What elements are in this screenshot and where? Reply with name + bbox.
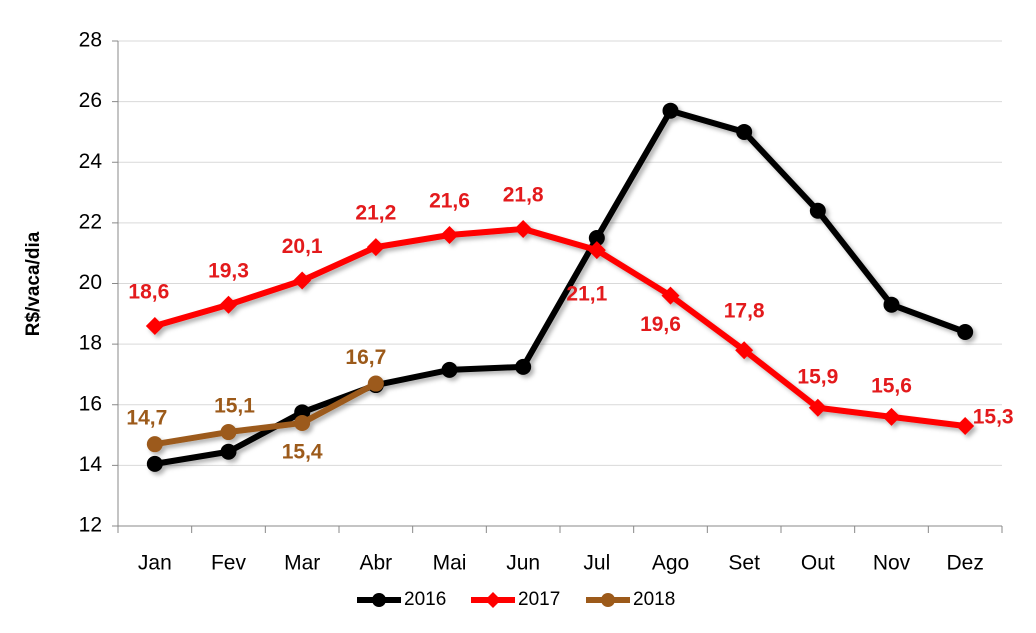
marker xyxy=(441,361,458,378)
data-label: 15,4 xyxy=(282,440,323,463)
marker xyxy=(735,341,754,360)
marker xyxy=(440,226,459,244)
legend-marker xyxy=(485,592,501,608)
x-tick-label: Jun xyxy=(506,552,540,575)
data-label: 18,6 xyxy=(128,280,169,303)
data-label: 20,1 xyxy=(282,235,323,258)
x-tick-label: Dez xyxy=(946,552,983,575)
marker xyxy=(145,316,164,335)
legend-marker xyxy=(372,593,386,607)
y-tick-label: 16 xyxy=(79,392,102,415)
data-label: 21,1 xyxy=(566,283,607,306)
marker xyxy=(882,407,901,426)
data-label: 15,1 xyxy=(214,395,255,418)
marker xyxy=(588,230,605,247)
marker xyxy=(736,123,753,140)
data-label: 16,7 xyxy=(345,346,386,369)
data-label: 15,9 xyxy=(797,365,838,388)
data-label: 19,3 xyxy=(208,259,249,282)
y-tick-label: 12 xyxy=(79,514,102,537)
data-label: 14,7 xyxy=(126,407,167,430)
data-label: 21,6 xyxy=(429,190,470,213)
legend-label: 2016 xyxy=(404,589,446,610)
marker xyxy=(809,202,826,219)
series-line xyxy=(154,107,967,467)
x-tick-label: Set xyxy=(728,552,760,575)
y-tick-label: 24 xyxy=(79,150,103,173)
y-tick-label: 14 xyxy=(79,453,103,476)
marker xyxy=(883,296,900,313)
marker xyxy=(808,398,827,417)
marker xyxy=(957,324,974,340)
x-tick-label: Jul xyxy=(583,552,610,575)
series-line xyxy=(154,380,378,448)
x-tick-label: Fev xyxy=(211,552,247,575)
x-tick-label: Nov xyxy=(873,552,911,575)
marker xyxy=(293,271,312,290)
marker xyxy=(661,286,680,305)
marker xyxy=(956,416,975,435)
data-label: 19,6 xyxy=(640,313,681,336)
marker xyxy=(146,436,163,453)
marker xyxy=(294,414,311,431)
y-tick-label: 22 xyxy=(79,210,102,233)
x-tick-label: Out xyxy=(801,552,835,575)
marker xyxy=(662,102,679,119)
data-label: 21,8 xyxy=(503,183,544,206)
marker xyxy=(514,219,533,238)
marker xyxy=(220,424,237,441)
marker xyxy=(146,455,163,472)
marker xyxy=(515,358,532,375)
data-label: 15,6 xyxy=(871,374,912,397)
data-label: 21,2 xyxy=(355,202,396,225)
y-tick-label: 20 xyxy=(79,271,102,294)
series-group xyxy=(145,102,975,472)
legend-label: 2017 xyxy=(518,589,560,610)
marker xyxy=(587,241,606,260)
data-label: 15,3 xyxy=(973,406,1014,429)
x-tick-label: Ago xyxy=(652,552,689,575)
y-tick-label: 28 xyxy=(79,29,102,52)
data-label: 17,8 xyxy=(724,300,765,323)
y-axis-label: R$/vaca/dia xyxy=(23,231,44,336)
marker xyxy=(220,443,237,460)
x-tick-label: Abr xyxy=(359,552,392,575)
series-line xyxy=(154,225,966,429)
y-tick-label: 26 xyxy=(79,89,102,112)
x-tick-label: Mar xyxy=(284,552,320,575)
legend-label: 2018 xyxy=(633,589,675,610)
marker xyxy=(219,295,238,314)
marker xyxy=(367,375,384,392)
marker xyxy=(366,238,385,257)
legend-marker xyxy=(601,593,615,607)
x-tick-label: Jan xyxy=(138,552,172,575)
x-tick-label: Mai xyxy=(433,552,467,575)
y-tick-label: 18 xyxy=(79,332,102,355)
